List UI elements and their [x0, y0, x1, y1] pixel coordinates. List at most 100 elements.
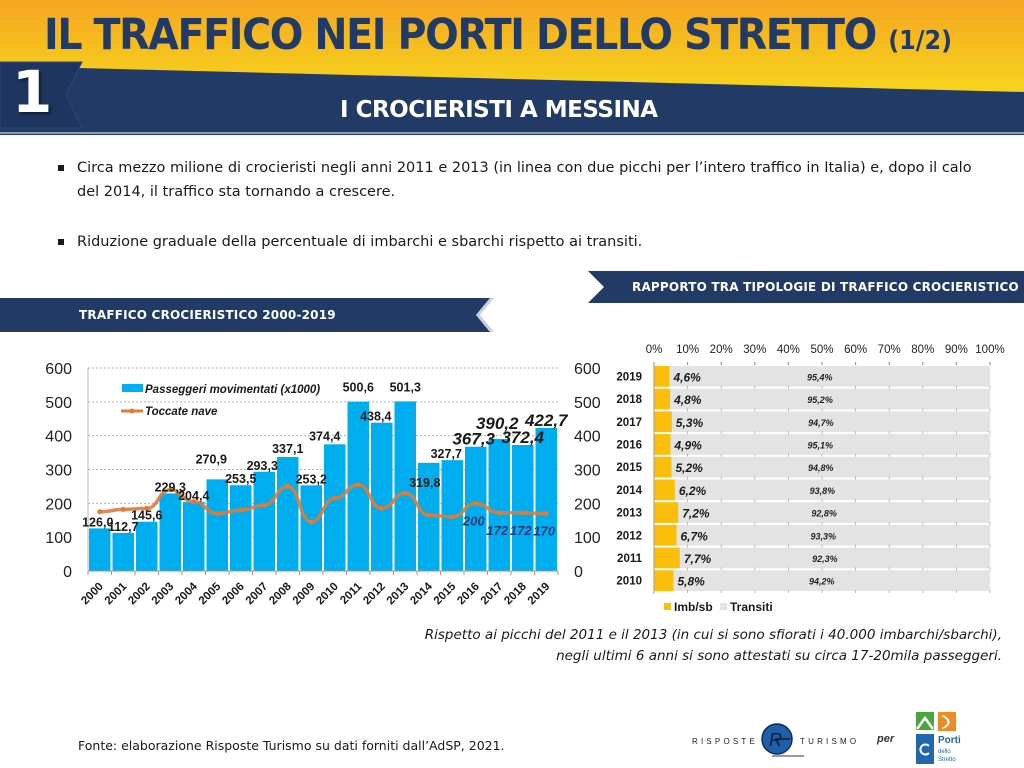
bullet-text: Circa mezzo milione di crocieristi negli… [77, 160, 972, 200]
line-point [308, 519, 314, 525]
transiti-bar [654, 411, 990, 433]
legend-swatch-toccate-marker [129, 408, 135, 414]
x-tick-label: 2004 [173, 580, 200, 607]
porti-dello-stretto-logo: Porti dello Stretto [915, 712, 961, 764]
y-category-label: 2018 [616, 394, 642, 406]
transiti-data-label: 92,3% [812, 554, 838, 564]
y-left-tick-label: 200 [45, 496, 72, 513]
line-point [520, 510, 526, 516]
transiti-data-label: 93,8% [810, 486, 836, 496]
line-point [473, 500, 479, 506]
y-category-label: 2012 [616, 530, 642, 542]
x-tick-label: 80% [911, 344, 934, 356]
legend-label-transiti: Transiti [730, 600, 773, 614]
bar [136, 521, 158, 571]
right-chart-title: RAPPORTO TRA TIPOLOGIE DI TRAFFICO CROCI… [632, 280, 1019, 294]
imb-sb-data-label: 7,7% [684, 552, 712, 566]
imb-sb-data-label: 6,2% [679, 484, 707, 498]
transiti-data-label: 94,2% [809, 577, 835, 587]
x-tick-label: 2014 [408, 580, 435, 607]
bar-data-label: 126,0 [82, 515, 113, 529]
line-point [426, 512, 432, 518]
line-point [261, 502, 267, 508]
legend-swatch-transiti [720, 603, 727, 610]
bar [535, 427, 557, 571]
line-point [496, 510, 502, 516]
logo-rt-left-text: RISPOSTE [692, 737, 758, 746]
bar-data-label: 372,4 [501, 428, 544, 447]
chart-note-line2: negli ultimi 6 anni si sono attestati su… [556, 648, 1002, 664]
transiti-bar [654, 547, 990, 569]
line-point [379, 505, 385, 511]
bar-data-label: 501,3 [390, 380, 421, 394]
line-point [167, 487, 173, 493]
legend-swatch-imb [664, 603, 671, 610]
x-tick-label: 0% [646, 344, 663, 356]
section-number: 1 [12, 58, 53, 126]
x-tick-label: 2003 [150, 581, 177, 608]
y-category-label: 2013 [616, 508, 642, 520]
bar [324, 444, 346, 571]
x-tick-label: 60% [844, 344, 867, 356]
bar-data-label: 204,4 [178, 489, 209, 503]
x-tick-label: 2018 [502, 580, 529, 607]
bar-data-label: 367,3 [452, 430, 495, 449]
x-tick-label: 2019 [526, 581, 553, 608]
transiti-bar [654, 479, 990, 501]
bar [112, 532, 134, 571]
transiti-bar [654, 570, 990, 591]
x-tick-label: 20% [710, 344, 733, 356]
transiti-bar [654, 524, 990, 546]
number-ribbon [0, 61, 83, 129]
page-title-text: IL TRAFFICO NEI PORTI DELLO STRETTO [44, 10, 877, 60]
imb-sb-data-label: 4,9% [673, 438, 702, 452]
y-category-label: 2017 [616, 417, 642, 429]
cruise-traffic-chart: 0 100 200 300 400 500 600 0 100 200 300 400 500 600 12… [45, 361, 600, 608]
transiti-bar [654, 456, 990, 478]
y-category-label: 2014 [616, 485, 642, 497]
line-point [332, 495, 338, 501]
y-right-tick-label: 300 [574, 463, 600, 480]
bullet-square-icon [58, 165, 64, 171]
bullet-square-icon [58, 239, 64, 245]
y-right-tick-label: 0 [574, 564, 583, 581]
imb-sb-data-label: 7,2% [682, 507, 710, 521]
bar [300, 485, 322, 571]
line-data-label: 172 [486, 523, 508, 538]
logo-porti-line2: dello [938, 749, 951, 755]
legend-swatch-passeggeri [122, 384, 143, 392]
y-right-tick-label: 400 [574, 429, 600, 446]
line-data-label: 172 [510, 523, 532, 538]
bar-data-label: 145,6 [131, 509, 162, 523]
x-tick-label: 2009 [291, 581, 318, 608]
bar-data-label: 337,1 [272, 442, 303, 456]
x-tick-label: 2010 [314, 581, 341, 608]
bar-data-label: 229,3 [155, 480, 186, 494]
y-left-tick-label: 300 [45, 463, 72, 480]
bullet-text: Riduzione graduale della percentuale di … [77, 234, 643, 250]
transiti-data-label: 94,8% [808, 463, 834, 473]
bar [277, 456, 299, 571]
y-category-label: 2019 [616, 371, 642, 383]
y-left-tick-label: 400 [45, 429, 72, 446]
imb-sb-bar [654, 434, 671, 455]
transiti-data-label: 94,7% [808, 418, 834, 428]
line-point [144, 505, 150, 511]
y-category-label: 2011 [617, 553, 643, 565]
y-category-label: 2010 [616, 576, 642, 588]
bar [394, 401, 416, 571]
line-point [285, 483, 291, 489]
bar-data-label: 390,2 [476, 414, 519, 433]
page-title-part: (1/2) [888, 26, 953, 56]
line-point [191, 499, 197, 505]
section-subtitle: I CROCIERISTI A MESSINA [340, 97, 658, 123]
x-tick-label: 2007 [244, 581, 271, 608]
y-category-label: 2015 [616, 462, 642, 474]
bar-data-label: 500,6 [343, 381, 374, 395]
bar-data-label: 253,2 [296, 472, 327, 486]
header-navy-band [0, 61, 1024, 135]
imb-sb-bar [654, 388, 671, 410]
transiti-bar [654, 388, 990, 410]
imb-sb-bar [654, 456, 672, 478]
bar-data-label: 253,5 [225, 472, 256, 486]
